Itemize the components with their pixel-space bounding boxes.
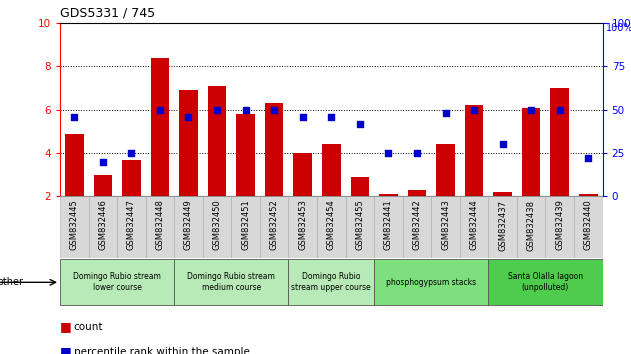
Text: GSM832450: GSM832450 bbox=[213, 200, 221, 250]
Point bbox=[412, 150, 422, 156]
Bar bbox=[374, 259, 488, 305]
Bar bbox=[517, 196, 545, 258]
Bar bbox=[122, 160, 141, 196]
Bar bbox=[488, 196, 517, 258]
Point bbox=[326, 114, 336, 120]
Text: GSM832447: GSM832447 bbox=[127, 200, 136, 250]
Text: GDS5331 / 745: GDS5331 / 745 bbox=[60, 6, 155, 19]
Bar bbox=[574, 196, 603, 258]
Point bbox=[384, 150, 394, 156]
Text: GSM832439: GSM832439 bbox=[555, 200, 564, 250]
Bar bbox=[408, 190, 427, 196]
Text: GSM832446: GSM832446 bbox=[98, 200, 107, 250]
Point bbox=[269, 107, 279, 113]
Text: GSM832438: GSM832438 bbox=[527, 200, 536, 251]
Bar bbox=[436, 144, 455, 196]
Text: Domingo Rubio
stream upper course: Domingo Rubio stream upper course bbox=[292, 272, 371, 292]
Bar bbox=[232, 196, 260, 258]
Text: GSM832440: GSM832440 bbox=[584, 200, 593, 250]
Point bbox=[555, 107, 565, 113]
Bar bbox=[60, 259, 174, 305]
Bar bbox=[374, 196, 403, 258]
Point bbox=[498, 142, 508, 147]
Bar bbox=[403, 196, 431, 258]
Bar bbox=[117, 196, 146, 258]
Bar bbox=[293, 153, 312, 196]
Bar bbox=[265, 103, 283, 196]
Text: GSM832442: GSM832442 bbox=[413, 200, 422, 250]
Point bbox=[440, 110, 451, 116]
Bar bbox=[174, 259, 288, 305]
Text: Domingo Rubio stream
lower course: Domingo Rubio stream lower course bbox=[73, 272, 161, 292]
Text: Domingo Rubio stream
medium course: Domingo Rubio stream medium course bbox=[187, 272, 275, 292]
Bar bbox=[208, 86, 227, 196]
Bar bbox=[288, 259, 374, 305]
Bar bbox=[174, 196, 203, 258]
Bar bbox=[346, 196, 374, 258]
Bar bbox=[317, 196, 346, 258]
Bar bbox=[88, 196, 117, 258]
Bar bbox=[65, 133, 83, 196]
Point bbox=[526, 107, 536, 113]
Text: GSM832437: GSM832437 bbox=[498, 200, 507, 251]
Text: GSM832454: GSM832454 bbox=[327, 200, 336, 250]
Text: Santa Olalla lagoon
(unpolluted): Santa Olalla lagoon (unpolluted) bbox=[508, 272, 583, 292]
Text: GSM832452: GSM832452 bbox=[269, 200, 279, 250]
Bar bbox=[431, 196, 460, 258]
Bar bbox=[146, 196, 174, 258]
Bar bbox=[288, 196, 317, 258]
Bar bbox=[203, 196, 232, 258]
Point bbox=[469, 107, 479, 113]
Text: ■: ■ bbox=[60, 320, 72, 333]
Bar bbox=[379, 194, 398, 196]
Bar bbox=[236, 114, 255, 196]
Bar bbox=[488, 259, 603, 305]
Text: GSM832451: GSM832451 bbox=[241, 200, 250, 250]
Bar bbox=[260, 196, 288, 258]
Bar bbox=[93, 175, 112, 196]
Point bbox=[298, 114, 308, 120]
Text: GSM832448: GSM832448 bbox=[155, 200, 165, 250]
Text: percentile rank within the sample: percentile rank within the sample bbox=[74, 347, 250, 354]
Bar bbox=[493, 192, 512, 196]
Point bbox=[355, 121, 365, 126]
Text: GSM832444: GSM832444 bbox=[469, 200, 478, 250]
Bar bbox=[60, 196, 88, 258]
Bar bbox=[579, 194, 598, 196]
Bar bbox=[179, 90, 198, 196]
Text: other: other bbox=[0, 277, 24, 287]
Bar bbox=[351, 177, 369, 196]
Bar bbox=[322, 144, 341, 196]
Bar bbox=[522, 108, 541, 196]
Point bbox=[184, 114, 194, 120]
Text: GSM832445: GSM832445 bbox=[70, 200, 79, 250]
Point bbox=[126, 150, 136, 156]
Text: GSM832453: GSM832453 bbox=[298, 200, 307, 250]
Bar bbox=[465, 105, 483, 196]
Text: phosphogypsum stacks: phosphogypsum stacks bbox=[386, 278, 476, 287]
Bar bbox=[460, 196, 488, 258]
Text: GSM832443: GSM832443 bbox=[441, 200, 450, 250]
Point bbox=[583, 155, 593, 161]
Bar bbox=[545, 196, 574, 258]
Point bbox=[212, 107, 222, 113]
Text: count: count bbox=[74, 322, 103, 332]
Text: GSM832449: GSM832449 bbox=[184, 200, 193, 250]
Text: 100%: 100% bbox=[606, 23, 631, 33]
Bar bbox=[550, 88, 569, 196]
Text: ■: ■ bbox=[60, 345, 72, 354]
Text: GSM832455: GSM832455 bbox=[355, 200, 364, 250]
Point bbox=[98, 159, 108, 165]
Text: GSM832441: GSM832441 bbox=[384, 200, 393, 250]
Point bbox=[240, 107, 251, 113]
Bar bbox=[151, 58, 169, 196]
Point bbox=[155, 107, 165, 113]
Point bbox=[69, 114, 80, 120]
